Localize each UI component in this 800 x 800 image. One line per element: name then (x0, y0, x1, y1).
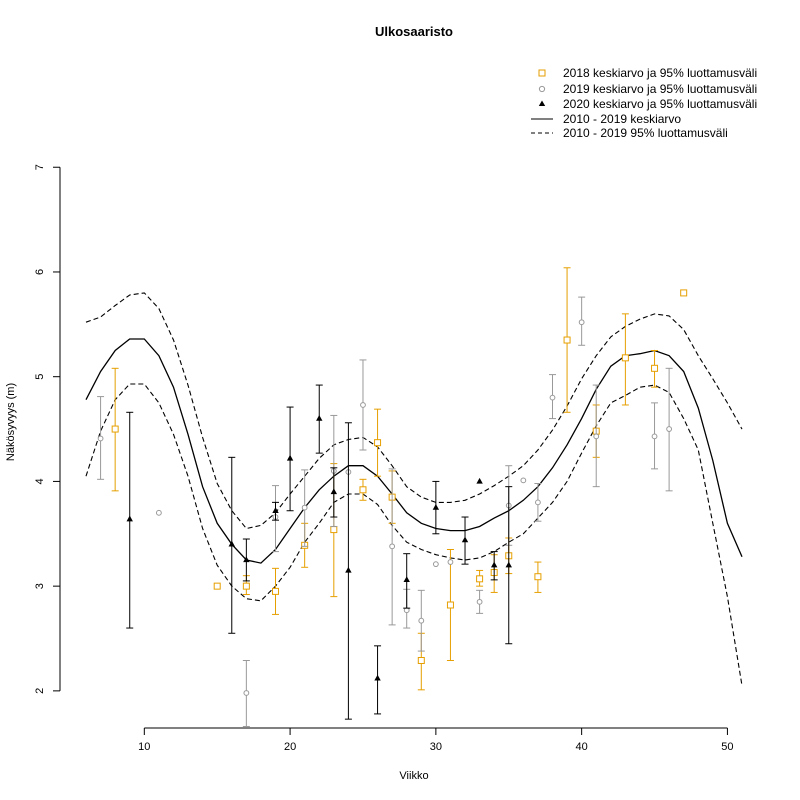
point-2018 (651, 364, 659, 372)
point-2018 (446, 601, 454, 609)
legend-marker-2018 (538, 69, 546, 77)
point-2018 (621, 354, 629, 362)
y-tick-label: 3 (34, 583, 46, 589)
point-2020 (126, 515, 133, 522)
point-2019 (666, 426, 673, 432)
point-2018 (680, 289, 688, 297)
legend-label-mean: 2010 - 2019 keskiarvo (563, 112, 681, 126)
x-axis-label: Viikko (399, 770, 428, 782)
axes: 10 20 30 40 50 2 3 4 5 6 7 (34, 164, 734, 753)
point-2018 (111, 425, 119, 433)
point-2020 (272, 507, 279, 513)
point-2020 (490, 561, 498, 568)
point-2019 (97, 435, 104, 442)
point-2018 (374, 439, 382, 447)
x-tick-label: 50 (721, 741, 733, 753)
point-2020 (330, 488, 338, 495)
point-2019 (432, 561, 439, 568)
point-2019 (447, 559, 454, 565)
point-2020 (432, 504, 440, 510)
point-2018 (417, 657, 425, 665)
point-2020 (461, 536, 469, 543)
point-2019 (360, 402, 366, 408)
point-2020 (345, 566, 352, 573)
point-2020 (228, 540, 235, 547)
legend-label-2020: 2020 keskiarvo ja 95% luottamusväli (563, 97, 757, 111)
point-2018 (476, 575, 484, 583)
point-2018 (242, 582, 250, 590)
ci-upper-line (85, 292, 743, 530)
point-2020 (476, 477, 483, 484)
legend-marker-2020 (538, 100, 546, 106)
point-2019 (301, 504, 308, 511)
y-axis-label: Näkösyvyys (m) (5, 383, 17, 461)
point-2018 (330, 526, 338, 534)
point-2019 (578, 319, 585, 326)
legend-label-ci: 2010 - 2019 95% luottamusväli (563, 126, 728, 140)
point-2019 (520, 477, 527, 484)
legend-label-2019: 2019 keskiarvo ja 95% luottamusväli (563, 82, 757, 96)
y-tick-label: 4 (34, 478, 46, 484)
point-2019 (535, 499, 541, 506)
point-2019 (549, 394, 556, 401)
y-tick-label: 2 (34, 688, 46, 694)
point-2019 (593, 433, 600, 440)
y-tick-label: 6 (34, 269, 46, 275)
reference-lines (85, 292, 743, 686)
data-points (97, 267, 688, 727)
point-2018 (272, 587, 280, 595)
point-2018 (359, 486, 367, 494)
point-2020 (316, 414, 323, 421)
legend-marker-2019 (538, 85, 546, 93)
point-2019 (389, 543, 396, 550)
point-2020 (243, 556, 250, 563)
point-2020 (374, 674, 381, 681)
point-2018 (563, 336, 571, 344)
x-tick-label: 20 (284, 741, 296, 753)
point-2019 (418, 617, 425, 624)
point-2019 (476, 598, 483, 605)
chart-title: Ulkosaaristo (375, 24, 453, 39)
legend: 2018 keskiarvo ja 95% luottamusväli 2019… (531, 66, 757, 140)
ci-lower-line (85, 383, 743, 686)
legend-label-2018: 2018 keskiarvo ja 95% luottamusväli (563, 66, 757, 80)
point-2020 (286, 454, 294, 461)
point-2020 (403, 576, 410, 583)
y-tick-label: 5 (34, 374, 46, 380)
y-tick-label: 7 (34, 164, 46, 170)
point-2020 (505, 561, 512, 568)
mean-line (85, 338, 743, 564)
point-2018 (213, 582, 221, 590)
point-2019 (243, 690, 250, 696)
point-2018 (534, 573, 542, 581)
x-tick-label: 10 (138, 741, 150, 753)
x-tick-label: 30 (430, 741, 442, 753)
x-tick-label: 40 (576, 741, 588, 753)
point-2019 (651, 433, 658, 440)
point-2019 (155, 509, 162, 516)
